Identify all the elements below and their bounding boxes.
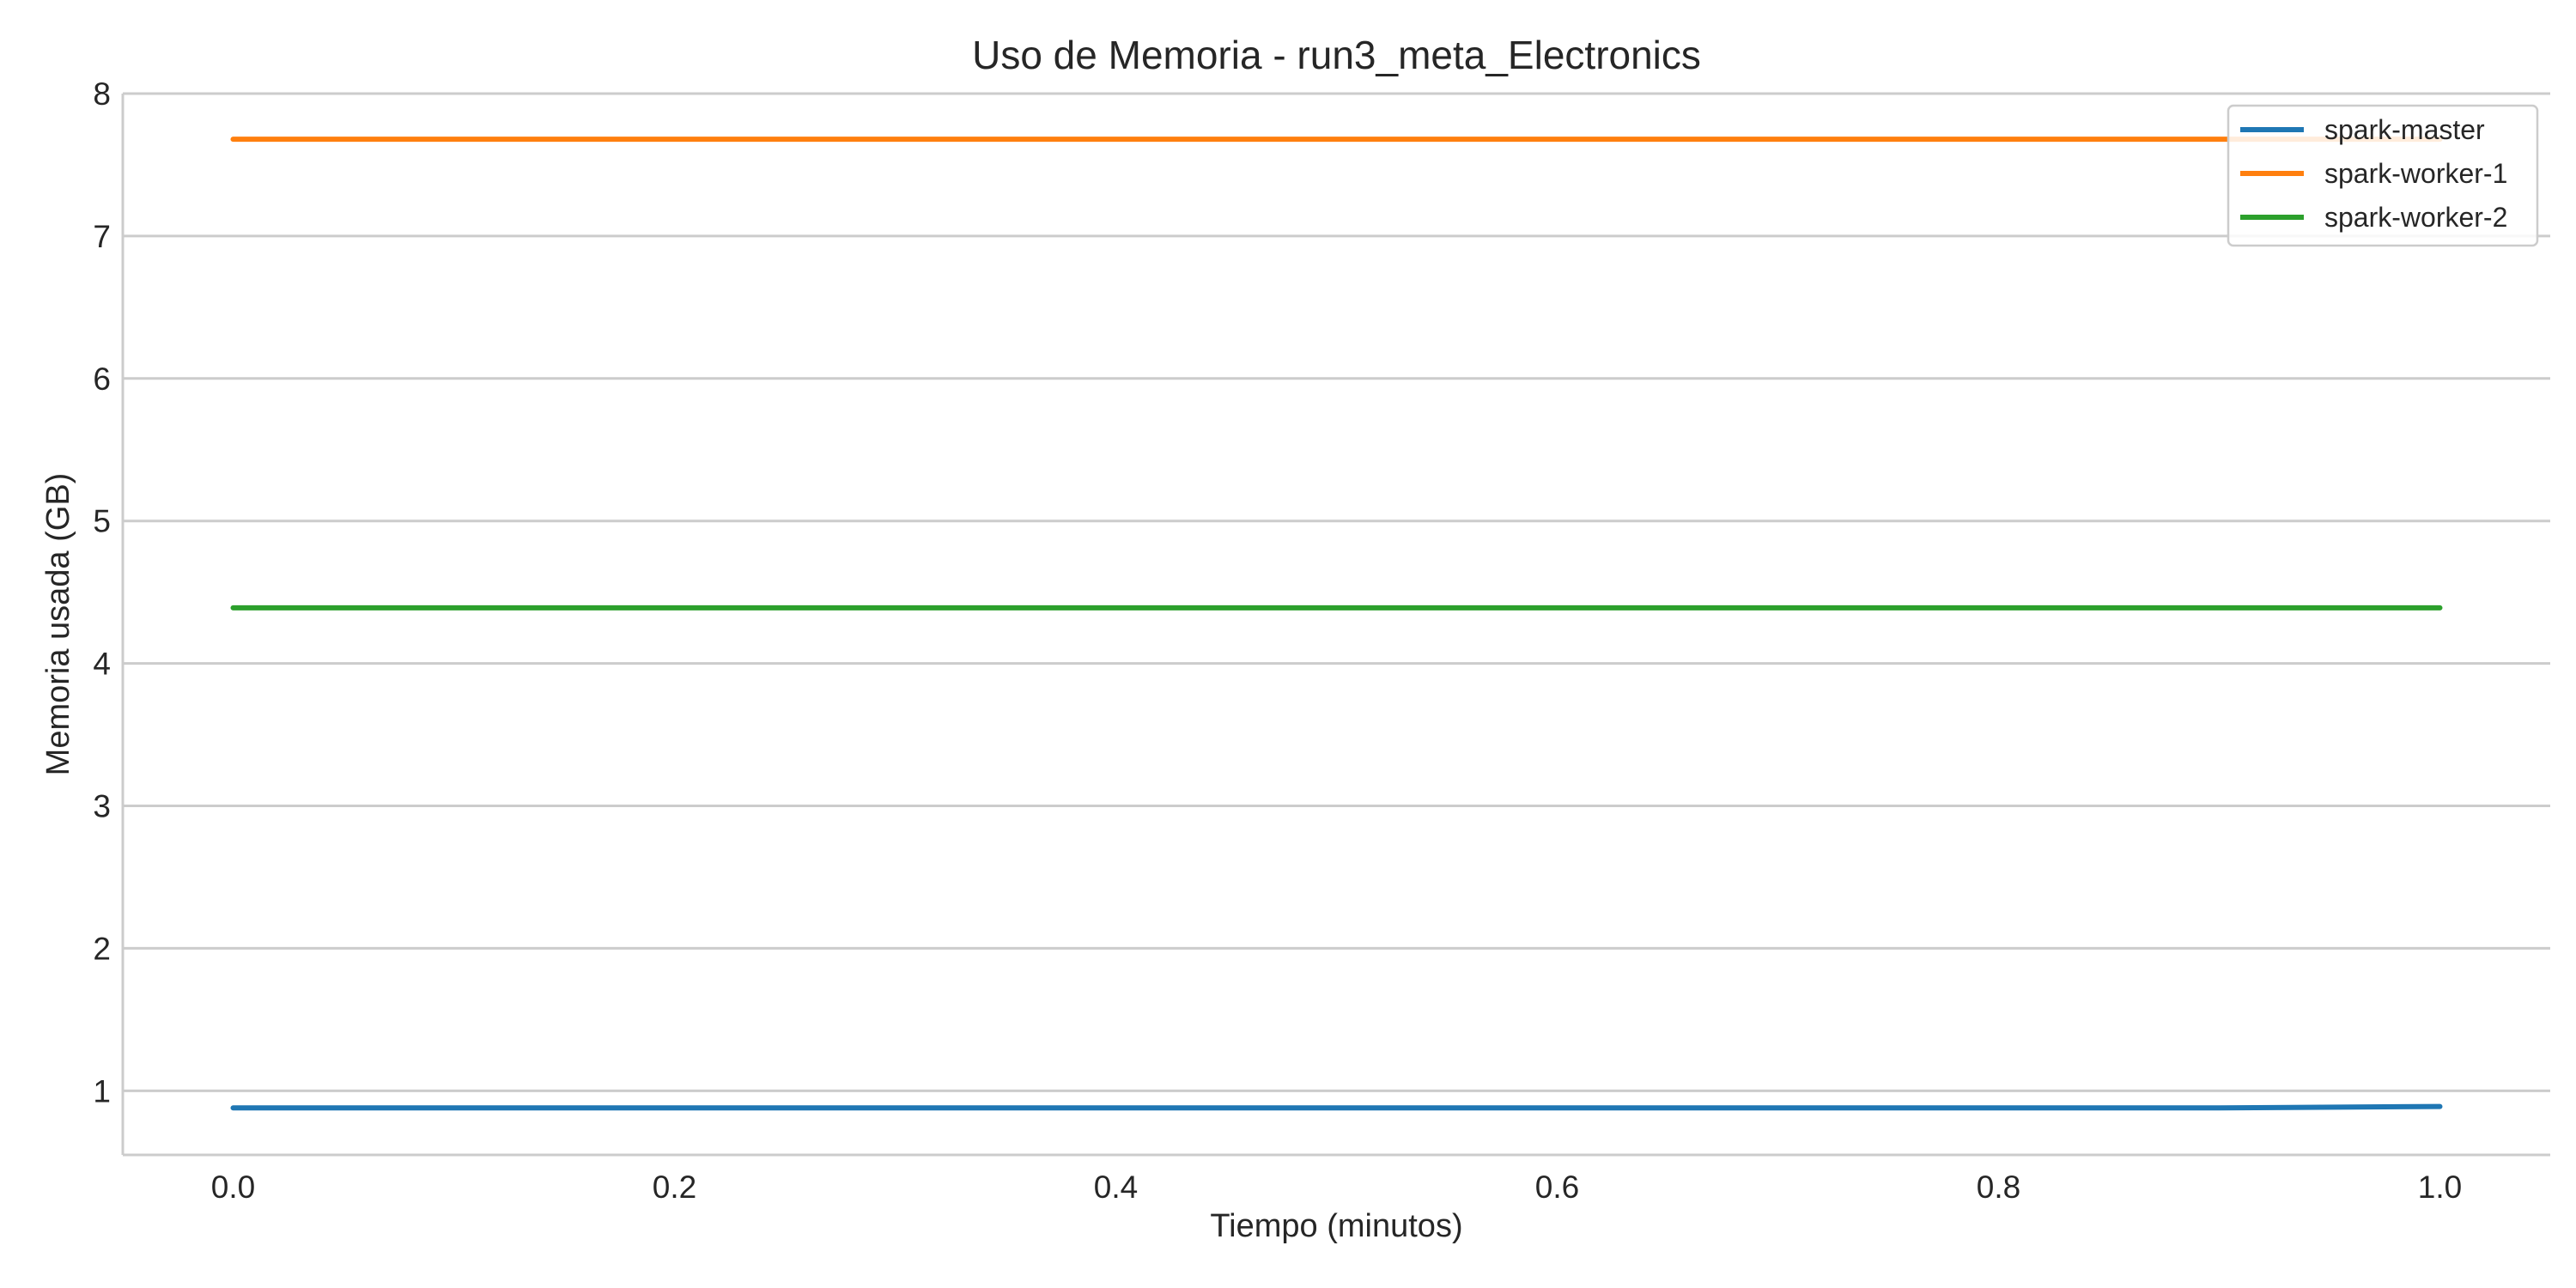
x-tick-label: 0.8	[1977, 1170, 2020, 1205]
legend-label: spark-master	[2324, 114, 2485, 145]
x-axis-label: Tiempo (minutos)	[1210, 1208, 1462, 1244]
y-tick-label: 3	[93, 789, 111, 824]
legend-item: spark-master	[2240, 114, 2485, 145]
legend-item: spark-worker-2	[2240, 202, 2507, 233]
chart-title: Uso de Memoria - run3_meta_Electronics	[972, 33, 1701, 77]
x-tick-label: 0.6	[1535, 1170, 1579, 1205]
x-tick-label: 0.2	[653, 1170, 696, 1205]
y-tick-label: 7	[93, 219, 111, 254]
axes-spines	[121, 94, 2550, 1157]
series-line-spark-master	[230, 1103, 2443, 1111]
legend-label: spark-worker-1	[2324, 158, 2507, 189]
y-tick-label: 4	[93, 647, 111, 682]
tick-labels: 1 2 3 4 5 6 7 8 0.0 0.2 0.4 0.6 0.8 1.0	[93, 76, 2462, 1205]
legend: spark-master spark-worker-1 spark-worker-2	[2227, 104, 2539, 247]
x-tick-label: 0.4	[1094, 1170, 1138, 1205]
legend-item: spark-worker-1	[2240, 158, 2507, 189]
x-tick-label: 1.0	[2418, 1170, 2462, 1205]
grid-layer	[123, 92, 2550, 1092]
series-layer	[230, 137, 2443, 1111]
legend-label: spark-worker-2	[2324, 202, 2507, 233]
y-axis-label: Memoria usada (GB)	[40, 473, 76, 776]
y-tick-label: 1	[93, 1073, 111, 1109]
y-tick-label: 5	[93, 504, 111, 539]
x-tick-label: 0.0	[211, 1170, 255, 1205]
legend-box	[2227, 104, 2539, 247]
y-tick-label: 8	[93, 76, 111, 112]
y-tick-label: 6	[93, 361, 111, 397]
legend-items: spark-master spark-worker-1 spark-worker-2	[2240, 114, 2507, 233]
y-tick-label: 2	[93, 931, 111, 966]
